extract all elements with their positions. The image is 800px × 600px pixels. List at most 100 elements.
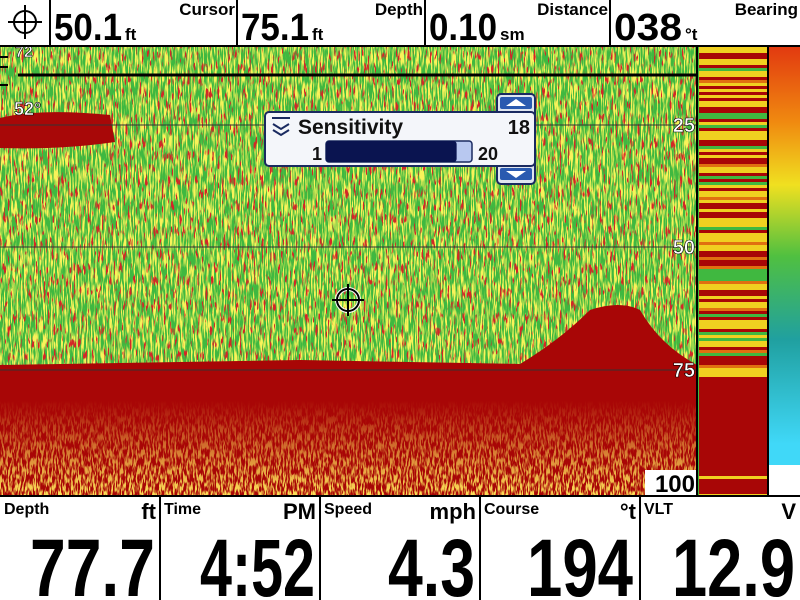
strip-line (699, 431, 768, 434)
strip-line (699, 164, 768, 167)
strip-line (699, 245, 768, 248)
strip-line (699, 191, 768, 194)
strip-line (699, 356, 768, 359)
strip-line (699, 434, 768, 437)
strip-line (699, 161, 768, 164)
field-value: 4.3 (388, 523, 475, 600)
strip-line (699, 98, 768, 101)
field-label: Distance (537, 0, 608, 19)
strip-line (699, 314, 768, 317)
strip-line (699, 449, 768, 452)
strip-line (699, 419, 768, 422)
strip-line (699, 398, 768, 401)
temperature: 52° (14, 99, 41, 119)
strip-line (699, 146, 768, 149)
strip-line (699, 323, 768, 326)
sensitivity-popup[interactable]: Sensitivity 18 1 20 (264, 93, 536, 185)
strip-line (699, 320, 768, 323)
strip-line (699, 242, 768, 245)
strip-line (699, 263, 768, 266)
strip-line (699, 137, 768, 140)
strip-line (699, 83, 768, 86)
strip-line (699, 389, 768, 392)
strip-line (699, 197, 768, 200)
strip-line (699, 470, 768, 473)
strip-line (699, 374, 768, 377)
strip-line (699, 149, 768, 152)
amplitude-strip (697, 47, 768, 497)
field-label: Cursor (179, 0, 235, 19)
strip-line (699, 131, 768, 134)
strip-line (699, 170, 768, 173)
strip-line (699, 95, 768, 98)
strip-line (699, 173, 768, 176)
field-unit: mph (430, 499, 476, 524)
strip-line (699, 422, 768, 425)
strip-line (699, 251, 768, 254)
field-unit: ft (312, 25, 324, 44)
strip-line (699, 329, 768, 332)
strip-line (699, 185, 768, 188)
strip-line (699, 290, 768, 293)
strip-line (699, 74, 768, 77)
strip-line (699, 248, 768, 251)
strip-line (699, 77, 768, 80)
thermocline (0, 112, 115, 149)
field-label: Depth (4, 501, 49, 518)
strip-line (699, 80, 768, 83)
strip-line (699, 467, 768, 470)
strip-line (699, 425, 768, 428)
field-unit: sm (500, 25, 525, 44)
up-arrow (506, 99, 526, 106)
strip-line (699, 203, 768, 206)
strip-line (699, 443, 768, 446)
cursor-crosshair (332, 284, 364, 316)
strip-line (699, 122, 768, 125)
strip-line (699, 347, 768, 350)
color-scale-white (768, 465, 800, 495)
strip-line (699, 293, 768, 296)
strip-line (699, 155, 768, 158)
slider-max: 20 (478, 144, 498, 164)
strip-line (699, 365, 768, 368)
strip-line (699, 302, 768, 305)
strip-line (699, 209, 768, 212)
strip-line (699, 296, 768, 299)
field-value: 038 (614, 7, 682, 49)
strip-line (699, 125, 768, 128)
strip-line (699, 227, 768, 230)
strip-line (699, 239, 768, 242)
slider-min: 1 (312, 144, 322, 164)
field-unit: V (781, 499, 796, 524)
strip-line (699, 410, 768, 413)
depth-label: 50 (673, 237, 695, 259)
depth-label: 25 (673, 115, 695, 137)
strip-line (699, 401, 768, 404)
strip-line (699, 299, 768, 302)
strip-line (699, 218, 768, 221)
strip-line (699, 59, 768, 62)
field-unit: ft (125, 25, 137, 44)
strip-line (699, 128, 768, 131)
strip-line (699, 308, 768, 311)
strip-line (699, 473, 768, 476)
strip-line (699, 206, 768, 209)
strip-line (699, 476, 768, 479)
strip-line (699, 275, 768, 278)
strip-line (699, 140, 768, 143)
field-label: Course (484, 501, 539, 518)
strip-line (699, 221, 768, 224)
strip-line (699, 65, 768, 68)
strip-line (699, 224, 768, 227)
strip-line (699, 377, 768, 380)
strip-line (699, 215, 768, 218)
strip-line (699, 194, 768, 197)
strip-line (699, 158, 768, 161)
strip-line (699, 278, 768, 281)
strip-line (699, 437, 768, 440)
strip-line (699, 53, 768, 56)
strip-line (699, 212, 768, 215)
field-value: 12.9 (672, 523, 795, 600)
strip-line (699, 233, 768, 236)
strip-line (699, 311, 768, 314)
